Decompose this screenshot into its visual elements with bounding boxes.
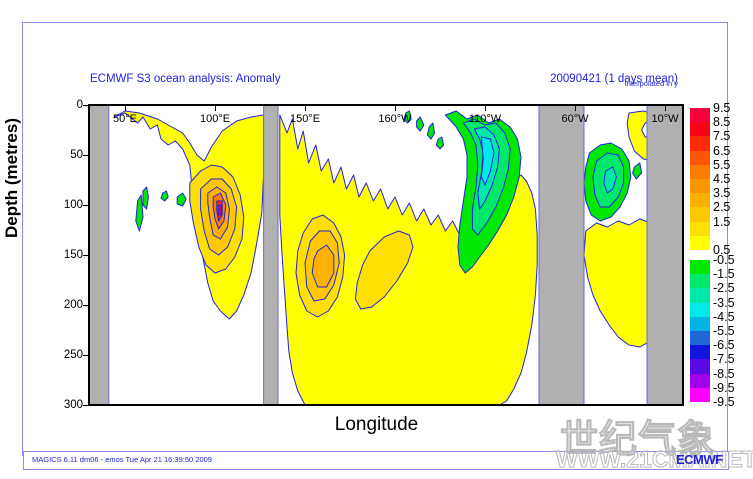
contour-speck-c — [403, 110, 412, 124]
colorbar-label: -6.5 — [713, 338, 735, 353]
y-tick-mark — [83, 355, 89, 356]
contour-band-cool-west-b — [135, 194, 144, 232]
colorbar-label: 9.5 — [713, 101, 731, 115]
y-tick-mark — [83, 405, 89, 406]
y-tick-label: 100 — [63, 199, 83, 211]
colorbar-segment-cool — [690, 260, 710, 275]
colorbar-label: -5.5 — [713, 324, 735, 338]
x-tick-mark — [485, 105, 486, 111]
watermark-chinese: 世纪气象 — [559, 417, 717, 462]
colorbar-segment-cool — [690, 373, 710, 388]
ecmwf-logo: ECMWF — [676, 452, 723, 467]
x-tick-mark — [305, 105, 306, 111]
contour-band-cool-west-a — [142, 186, 149, 210]
land-mask-africa-east — [646, 105, 683, 405]
colorbar-label: 2.5 — [713, 200, 731, 215]
colorbar-segment-cool — [690, 302, 710, 317]
colorbar-segment-cool — [690, 387, 710, 402]
x-tick-label: 110°W — [468, 113, 502, 125]
x-tick-mark — [575, 105, 576, 111]
colorbar-segment-warm — [690, 150, 710, 165]
meta-date: 20090421 (1 days mean) — [550, 73, 678, 85]
y-tick-label: 250 — [63, 349, 83, 361]
contour-band-warm-9 — [218, 204, 222, 216]
colorbar-segment-warm — [690, 136, 710, 151]
colorbar-segment-cool — [690, 359, 710, 374]
colorbar-label: -9.5 — [713, 380, 735, 395]
status-bar-text: MAGICS 6.11 dm06 - emos Tue Apr 21 16:39… — [32, 455, 212, 464]
contour-plot-area: 0 50 100 150 200 250 300 50°E 100°E 150°E 160°W 11… — [64, 99, 684, 411]
colorbar-segment-warm — [690, 235, 710, 250]
y-tick-mark — [83, 255, 89, 256]
colorbar-label: 3.5 — [713, 186, 731, 201]
y-tick-mark — [83, 305, 89, 306]
colorbar-segment-warm — [690, 207, 710, 222]
colorbar-label: -7.5 — [713, 352, 735, 367]
colorbar-label: 4.5 — [713, 172, 731, 186]
title-line-1: ECMWF S3 ocean analysis: Anomaly — [90, 73, 281, 85]
colorbar-label: -2.5 — [713, 281, 735, 296]
x-axis-label: Longitude — [334, 414, 419, 435]
y-tick-mark — [83, 105, 89, 106]
status-bar: MAGICS 6.11 dm06 - emos Tue Apr 21 16:39… — [23, 451, 729, 470]
colorbar-label: -4.5 — [713, 309, 735, 324]
x-tick-label: 60°W — [561, 113, 589, 125]
y-tick-label: 300 — [63, 399, 83, 411]
colorbar-label: -9.5 — [713, 395, 735, 409]
colorbar-segment-warm — [690, 221, 710, 236]
y-tick-label: 200 — [63, 299, 83, 311]
contour-speck-d — [435, 136, 445, 150]
contour-band-cool-3 — [480, 136, 495, 186]
colorbar-segment-cool — [690, 316, 710, 331]
colorbar-segment-cool — [690, 331, 710, 346]
contour-band-pacific-3 — [311, 244, 335, 288]
colorbar-label: 0.5 — [713, 243, 731, 257]
colorbar-segment-warm — [690, 193, 710, 208]
interpolation-note: Interpolated in y — [624, 79, 678, 88]
colorbar-label: 1.5 — [713, 214, 731, 229]
contour-band-pacific-central-1 — [354, 230, 414, 310]
colorbar-segment-cool — [690, 288, 710, 303]
contour-band-cool-west-d — [176, 192, 187, 207]
colorbar-label: 8.5 — [713, 115, 731, 130]
x-tick-label: 50°E — [113, 113, 137, 125]
watermark-url: WWW.21CMA.NET — [556, 446, 753, 473]
contour-svg — [89, 105, 683, 405]
land-mask-south-america — [538, 105, 585, 405]
land-mask-africa-west — [89, 105, 110, 405]
x-tick-mark — [395, 105, 396, 111]
contour-speck-b — [426, 122, 436, 140]
colorbar-segment-cool — [690, 274, 710, 289]
x-tick-label: 150°E — [289, 113, 321, 125]
colorbar-label: 6.5 — [713, 143, 731, 158]
y-tick-label: 150 — [63, 249, 83, 261]
y-axis-label: Depth (metres) — [2, 118, 21, 238]
colorbar-segment-cool — [690, 345, 710, 360]
land-mask-maritime-continent — [263, 105, 279, 405]
contour-speck-a — [416, 116, 425, 132]
x-tick-mark — [665, 105, 666, 111]
colorbar-label: -3.5 — [713, 295, 735, 310]
colorbar-segment-warm — [690, 108, 710, 123]
colorbar-label: -0.5 — [713, 253, 735, 267]
colorbar-label: 5.5 — [713, 157, 731, 172]
y-tick-mark — [83, 205, 89, 206]
y-tick-label: 0 — [76, 99, 83, 111]
y-tick-label: 50 — [70, 149, 83, 161]
x-tick-mark — [215, 105, 216, 111]
y-tick-mark — [83, 155, 89, 156]
colorbar-segment-warm — [690, 122, 710, 137]
x-tick-mark — [125, 105, 126, 111]
colorbar-label: -1.5 — [713, 267, 735, 282]
colorbar-label: 7.5 — [713, 129, 731, 144]
colorbar-label: -8.5 — [713, 366, 735, 381]
x-tick-label: 100°E — [199, 113, 231, 125]
contour-speck-atl-a — [632, 162, 643, 180]
colorbar-segment-warm — [690, 179, 710, 194]
x-tick-label: 10°W — [651, 113, 679, 125]
contour-band-cool-west-c — [160, 190, 169, 202]
colorbar-segment-warm — [690, 164, 710, 179]
x-tick-label: 160°W — [378, 113, 412, 125]
contour-band-atl-cool-2 — [603, 166, 617, 194]
